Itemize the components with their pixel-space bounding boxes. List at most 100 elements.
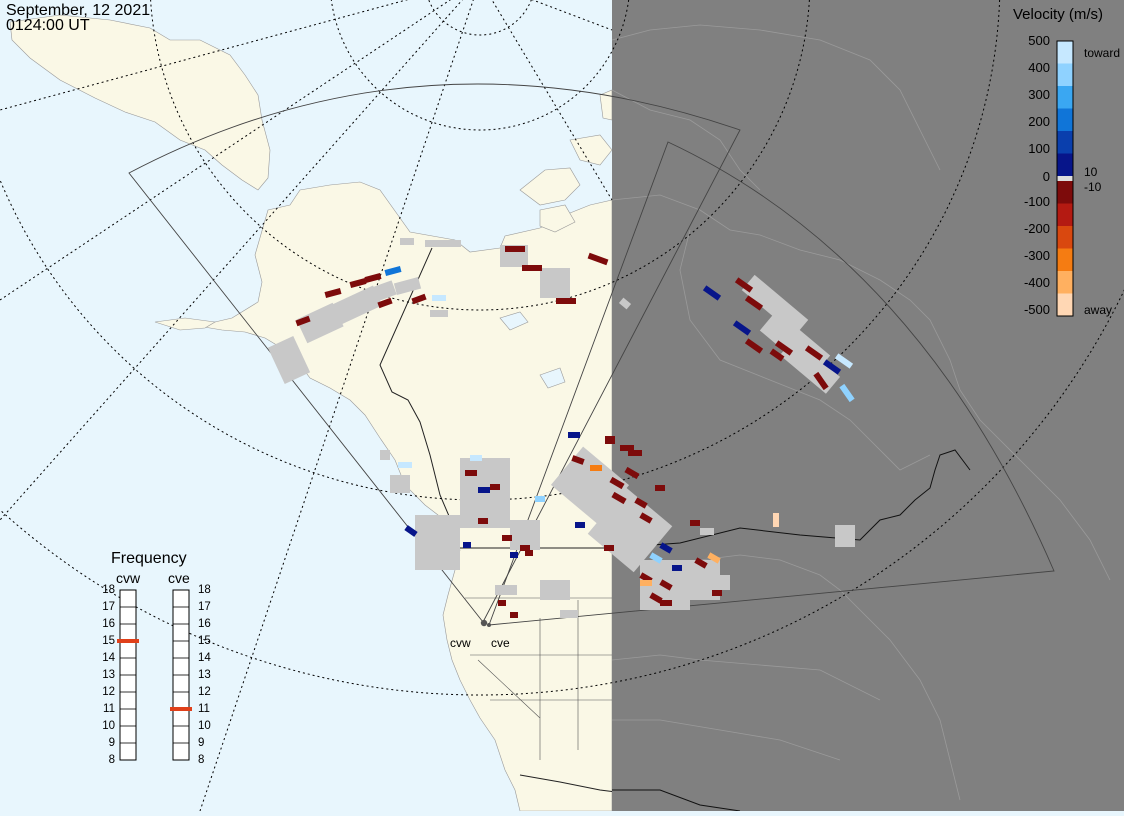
arctic-island-1 bbox=[519, 167, 581, 206]
velocity-scatter-cell bbox=[773, 513, 779, 527]
ground-scatter-cell bbox=[587, 487, 673, 573]
ground-scatter-cell bbox=[550, 446, 630, 524]
frequency-tick-right: 18 bbox=[198, 584, 211, 596]
frequency-tick-right: 13 bbox=[198, 669, 211, 681]
state-boundaries bbox=[465, 597, 612, 760]
velocity-scatter-cell bbox=[707, 552, 721, 564]
ground-scatter-cell bbox=[741, 274, 809, 336]
velocity-toward-label: toward bbox=[1084, 46, 1121, 60]
ground-scatter-cell bbox=[363, 280, 397, 305]
velocity-colorbar-segment bbox=[1057, 203, 1073, 227]
velocity-scatter-cell bbox=[377, 297, 393, 309]
frequency-tick-left: 11 bbox=[103, 703, 115, 715]
velocity-tick-label: 300 bbox=[1028, 87, 1050, 102]
velocity-scatter-cell bbox=[510, 612, 518, 618]
ionospheric-scatter-layer bbox=[295, 246, 855, 618]
cvw-fov bbox=[128, 83, 741, 623]
frequency-scales bbox=[117, 589, 192, 761]
ground-scatter-cell bbox=[267, 335, 311, 385]
velocity-away-label: away bbox=[1084, 303, 1113, 317]
frequency-marker-cve bbox=[170, 707, 192, 711]
velocity-colorbar-segment bbox=[1057, 293, 1073, 317]
cve-fov bbox=[488, 141, 1055, 626]
velocity-tick-label: 400 bbox=[1028, 60, 1050, 75]
frequency-tick-right: 17 bbox=[198, 601, 211, 613]
velocity-scatter-cell bbox=[624, 466, 640, 480]
velocity-colorbar-segment bbox=[1057, 131, 1073, 154]
ground-scatter-cell bbox=[430, 310, 448, 317]
ground-scatter-cell bbox=[779, 338, 841, 394]
lake-layer bbox=[499, 311, 566, 389]
landmass-layer bbox=[9, 14, 613, 812]
velocity-scatter-cell bbox=[295, 315, 311, 327]
velocity-scatter-cell bbox=[639, 512, 653, 524]
velocity-scatter-cell bbox=[769, 348, 785, 362]
cvw-site-marker[interactable] bbox=[480, 619, 488, 627]
frequency-tick-right: 9 bbox=[198, 737, 205, 749]
frequency-marker-cvw bbox=[117, 639, 139, 643]
velocity-scatter-cell bbox=[655, 485, 665, 491]
velocity-scatter-cell bbox=[660, 600, 672, 606]
arctic-island-4 bbox=[539, 204, 576, 233]
great-slave-lake bbox=[499, 311, 529, 331]
arctic-island-2 bbox=[569, 134, 613, 166]
velocity-scatter-cell bbox=[822, 359, 842, 375]
velocity-scatter-cell bbox=[690, 520, 700, 526]
velocity-scatter-cell bbox=[804, 345, 824, 361]
velocity-scatter-cell bbox=[502, 535, 512, 541]
velocity-scatter-cell bbox=[522, 265, 542, 271]
velocity-scatter-cell bbox=[605, 436, 615, 444]
velocity-colorbar-segment bbox=[1057, 63, 1073, 87]
ground-scatter-cell bbox=[618, 297, 632, 310]
velocity-scatter-cell bbox=[649, 552, 663, 564]
ground-scatter-cell bbox=[400, 238, 414, 245]
velocity-colorbar-segment bbox=[1057, 271, 1073, 294]
velocity-tick-label: -200 bbox=[1023, 221, 1050, 236]
site-label-cve: cve bbox=[491, 636, 510, 650]
velocity-tick-label: -400 bbox=[1023, 275, 1050, 290]
velocity-scatter-cell bbox=[498, 600, 506, 606]
velocity-scatter-cell bbox=[744, 338, 764, 354]
velocity-tick-label: -300 bbox=[1023, 248, 1050, 263]
frequency-tick-left: 17 bbox=[102, 601, 115, 613]
frequency-tick-left: 12 bbox=[102, 686, 115, 698]
velocity-colorbar-segment bbox=[1057, 86, 1073, 109]
velocity-colorbar-zero-band bbox=[1057, 176, 1073, 181]
ground-scatter-cell bbox=[540, 268, 570, 298]
velocity-scatter-cell bbox=[520, 545, 530, 551]
alaska-canada-border bbox=[379, 247, 456, 531]
frequency-tick-left: 14 bbox=[102, 652, 115, 664]
cve-site-marker[interactable] bbox=[487, 623, 491, 627]
velocity-scatter-cell bbox=[634, 497, 648, 509]
great-bear-lake bbox=[539, 367, 566, 389]
frequency-tick-left: 18 bbox=[102, 584, 115, 596]
velocity-colorbar-segment bbox=[1057, 108, 1073, 132]
velocity-scatter-cell bbox=[349, 278, 367, 288]
velocity-scatter-cell bbox=[813, 371, 829, 391]
velocity-scatter-cell bbox=[432, 295, 446, 301]
velocity-tick-label: 500 bbox=[1028, 33, 1050, 48]
velocity-scatter-cell bbox=[732, 320, 752, 336]
velocity-scatter-cell bbox=[510, 552, 518, 558]
velocity-colorbar-segment bbox=[1057, 153, 1073, 177]
velocity-colorbar-segment bbox=[1057, 248, 1073, 272]
velocity-scatter-cell bbox=[640, 580, 652, 586]
frequency-tick-right: 8 bbox=[198, 754, 205, 766]
velocity-scatter-cell bbox=[604, 545, 614, 551]
ground-scatter-cell bbox=[425, 240, 461, 247]
velocity-scatter-cell bbox=[411, 293, 427, 305]
velocity-scatter-cell bbox=[620, 445, 634, 451]
velocity-colorbar bbox=[1056, 40, 1074, 317]
ground-scatter-cell bbox=[835, 525, 855, 547]
velocity-scatter-cell bbox=[590, 465, 602, 471]
ground-scatter-cell bbox=[390, 475, 410, 493]
velocity-scatter-cell bbox=[535, 496, 545, 502]
velocity-scatter-cell bbox=[611, 491, 627, 505]
velocity-scatter-cell bbox=[465, 470, 477, 476]
velocity-tick-label: 100 bbox=[1028, 141, 1050, 156]
velocity-scatter-cell bbox=[556, 298, 576, 304]
frequency-radar-label-cvw: cvw bbox=[116, 570, 141, 586]
velocity-scatter-cell bbox=[587, 252, 609, 266]
velocity-scatter-cell bbox=[571, 455, 585, 465]
